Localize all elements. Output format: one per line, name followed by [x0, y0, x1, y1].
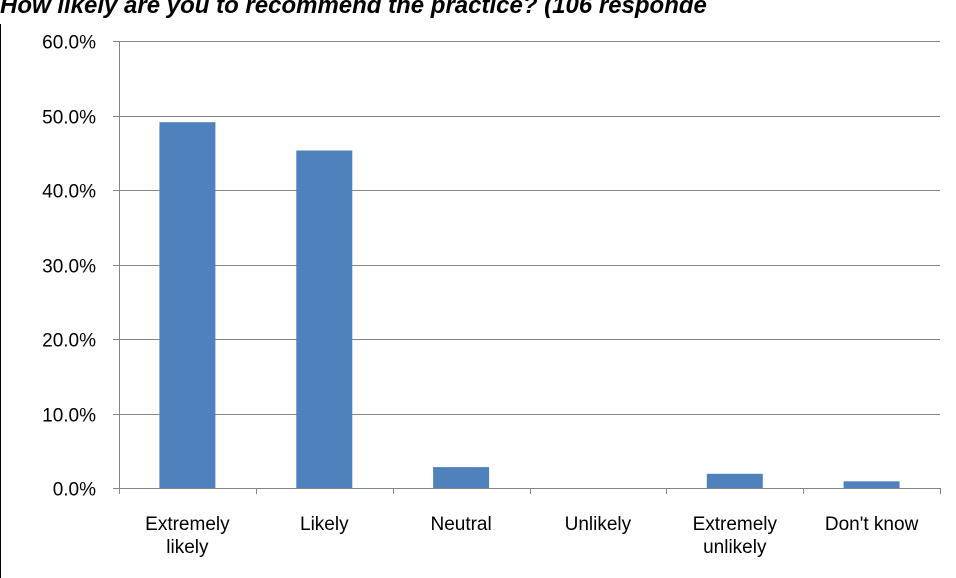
bar — [159, 122, 216, 488]
axes — [113, 41, 941, 494]
gridlines — [119, 41, 940, 415]
x-tick-labels: Extremely likely Likely Neutral Unlikely Extr… — [145, 514, 918, 558]
x-tick-label: Don't know — [825, 514, 919, 535]
x-tick-label: Extremely unlikely — [693, 514, 778, 558]
bar — [296, 150, 353, 488]
x-tick-label: Likely — [300, 514, 349, 535]
y-tick-label: 60.0% — [42, 33, 96, 54]
y-tick-label: 10.0% — [42, 406, 96, 427]
bar — [706, 473, 763, 488]
bar — [843, 481, 900, 488]
x-tick-label: Extremely likely — [145, 514, 230, 558]
y-tick-label: 0.0% — [53, 480, 96, 501]
bar — [433, 467, 490, 488]
x-tick-label: Unlikely — [565, 514, 632, 535]
x-tick-label: Neutral — [430, 514, 491, 535]
y-tick-label: 20.0% — [42, 331, 96, 352]
bars — [159, 122, 900, 488]
y-tick-labels: 0.0% 10.0% 20.0% 30.0% 40.0% 50.0% 60.0% — [42, 33, 96, 501]
y-tick-label: 30.0% — [42, 257, 96, 278]
chart-frame — [0, 24, 955, 578]
y-tick-label: 50.0% — [42, 108, 96, 129]
y-tick-label: 40.0% — [42, 182, 96, 203]
chart-title: How likely are you to recommend the prac… — [0, 0, 707, 19]
